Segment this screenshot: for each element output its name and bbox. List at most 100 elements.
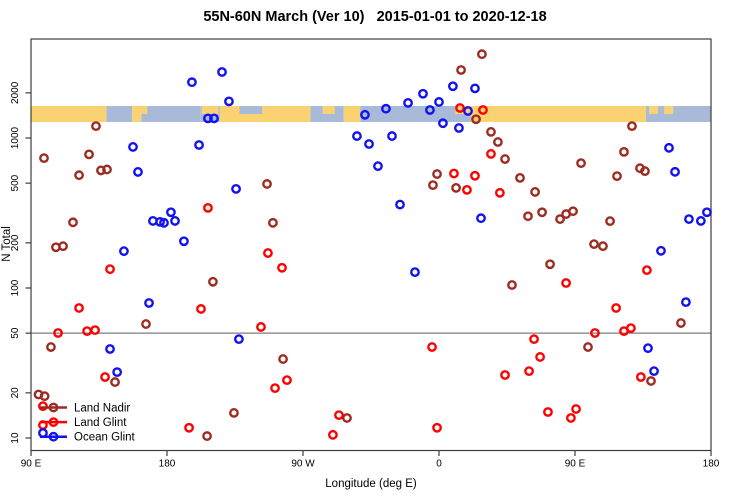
data-point xyxy=(387,131,397,141)
data-point xyxy=(217,67,227,77)
data-point xyxy=(263,248,273,258)
data-point xyxy=(90,325,100,336)
data-point xyxy=(463,106,473,116)
data-point xyxy=(684,214,694,224)
data-point xyxy=(664,142,674,153)
data-point xyxy=(209,113,219,124)
data-point xyxy=(381,103,391,114)
data-point xyxy=(434,97,444,107)
data-point xyxy=(224,96,234,107)
data-point xyxy=(53,328,63,338)
data-point xyxy=(507,280,517,290)
y-tick-label: 20 xyxy=(10,387,21,399)
data-point xyxy=(455,103,465,113)
y-tick-label: 10 xyxy=(10,432,21,444)
data-point xyxy=(476,213,486,224)
data-point xyxy=(470,83,480,94)
data-point xyxy=(589,239,599,250)
data-point xyxy=(568,206,578,217)
data-point xyxy=(144,298,154,308)
data-point xyxy=(611,303,622,313)
x-tick-label: 0 xyxy=(436,459,442,470)
data-point xyxy=(203,202,213,213)
data-point xyxy=(102,164,112,175)
data-point xyxy=(523,211,533,222)
data-point xyxy=(194,140,204,150)
data-point xyxy=(478,105,488,115)
legend-marker xyxy=(48,402,59,413)
data-point xyxy=(427,342,437,352)
data-point xyxy=(646,376,656,386)
data-point xyxy=(535,352,545,362)
x-axis-label: Longitude (deg E) xyxy=(325,478,417,490)
data-point xyxy=(598,241,608,252)
data-point xyxy=(229,408,239,418)
band-fleck xyxy=(455,114,471,122)
data-point xyxy=(418,88,428,99)
y-tick-label: 2000 xyxy=(10,81,21,104)
legend: Land Nadir Land Glint Ocean Glint xyxy=(40,403,136,444)
plot-frame xyxy=(30,38,712,452)
data-point xyxy=(449,168,459,179)
data-point xyxy=(590,328,600,338)
data-point xyxy=(428,180,438,191)
x-tick-label: 90 E xyxy=(565,459,586,470)
band-segment xyxy=(646,106,711,122)
data-point xyxy=(105,264,115,275)
data-point xyxy=(619,146,629,157)
data-point xyxy=(112,367,123,378)
x-tick-label: 180 xyxy=(703,459,720,470)
data-point xyxy=(529,334,539,345)
data-point xyxy=(96,165,106,176)
data-point xyxy=(278,354,288,364)
data-point xyxy=(486,149,496,159)
data-point xyxy=(38,401,48,412)
data-point xyxy=(166,207,176,218)
band-segment xyxy=(132,106,142,122)
band-fleck xyxy=(201,106,219,114)
legend-marker xyxy=(48,417,59,427)
series-land-nadir xyxy=(33,49,686,441)
data-point xyxy=(471,114,481,125)
data-point xyxy=(202,431,212,441)
map-band xyxy=(31,106,711,122)
data-point xyxy=(543,407,553,417)
data-point xyxy=(494,187,505,198)
data-point xyxy=(451,182,461,193)
data-point xyxy=(203,113,213,124)
legend-label: Land Nadir xyxy=(74,403,130,415)
data-point xyxy=(583,342,593,352)
chart-title: 55N-60N March (Ver 10) 2015-01-01 to 202… xyxy=(203,9,547,25)
data-point xyxy=(234,334,244,345)
series-land-glint xyxy=(38,103,652,440)
data-point xyxy=(656,245,666,256)
data-point xyxy=(179,236,189,247)
data-point xyxy=(493,137,503,147)
data-point xyxy=(170,216,180,226)
data-point xyxy=(58,241,68,252)
data-point xyxy=(84,149,94,160)
data-point xyxy=(231,183,241,194)
data-point xyxy=(462,184,472,195)
data-point xyxy=(681,297,691,308)
band-segment xyxy=(31,106,107,122)
data-point xyxy=(373,161,383,172)
data-point xyxy=(268,217,278,228)
legend-label: Land Glint xyxy=(74,417,127,429)
data-point xyxy=(561,278,571,288)
data-point xyxy=(695,216,706,226)
data-point xyxy=(74,170,84,181)
data-point xyxy=(626,323,636,334)
y-tick-label: 1000 xyxy=(10,126,21,149)
data-point xyxy=(438,118,448,129)
data-point xyxy=(486,127,496,137)
band-segment xyxy=(343,106,361,122)
x-tick-label: 90 E xyxy=(21,459,42,470)
data-point xyxy=(635,372,646,382)
series-ocean-glint xyxy=(38,67,712,438)
band-fleck xyxy=(664,106,674,114)
data-point xyxy=(46,342,56,352)
data-point xyxy=(39,153,49,164)
